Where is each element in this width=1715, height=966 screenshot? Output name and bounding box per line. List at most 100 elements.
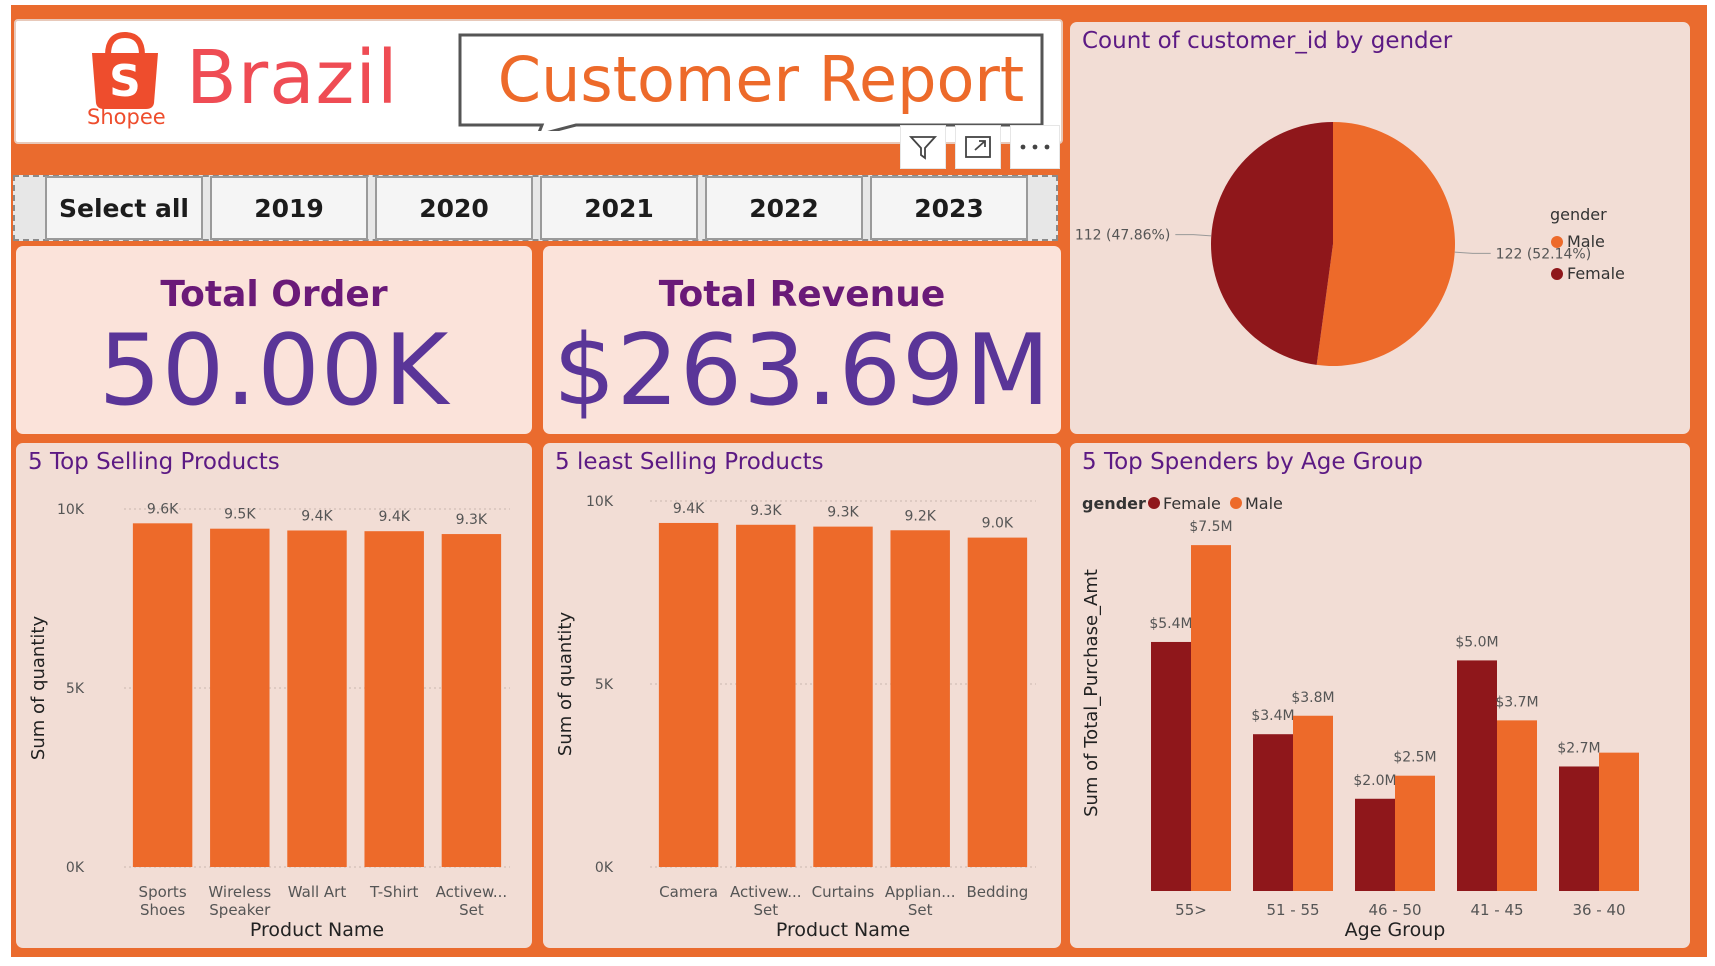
bar xyxy=(967,537,1028,867)
more-options-button[interactable] xyxy=(1010,125,1060,169)
legend-label-male: Male xyxy=(1567,232,1605,251)
x-tick-label: Camera xyxy=(659,883,718,901)
x-tick-label: 51 - 55 xyxy=(1266,901,1319,919)
bar-female xyxy=(1457,660,1497,891)
pie-slice-male xyxy=(1316,122,1456,366)
least-selling-title: 5 least Selling Products xyxy=(555,449,824,475)
bar xyxy=(658,522,719,867)
legend-dot-female xyxy=(1148,497,1160,509)
bar-female xyxy=(1559,766,1599,891)
total-order-value: 50.00K xyxy=(98,314,450,428)
x-tick-label: Set xyxy=(753,901,778,919)
slicer-option-2020[interactable]: 2020 xyxy=(375,176,533,240)
bar-data-label: 9.2K xyxy=(904,508,936,524)
slicer-option-select-all[interactable]: Select all xyxy=(45,176,203,240)
y-tick-label: 5K xyxy=(66,681,85,697)
top-selling-title: 5 Top Selling Products xyxy=(28,449,280,475)
x-tick-label: Speaker xyxy=(209,901,271,919)
legend-label-female: Female xyxy=(1163,494,1221,513)
legend-title: gender xyxy=(1082,494,1146,513)
svg-text:S: S xyxy=(109,56,141,107)
country-title: Brazil xyxy=(186,35,399,121)
legend-dot-male xyxy=(1551,236,1563,248)
pie-chart-title: Count of customer_id by gender xyxy=(1082,28,1453,54)
filter-icon xyxy=(908,136,938,160)
x-axis-title: Product Name xyxy=(776,919,910,941)
x-tick-label: Wireless xyxy=(208,883,271,901)
filter-button[interactable] xyxy=(900,125,946,169)
bar-data-label: 9.4K xyxy=(673,501,705,517)
bar-male xyxy=(1395,775,1435,891)
bar-data-label: 9.4K xyxy=(378,509,410,525)
least-selling-panel: 5 least Selling Products 0K 5K 10K 9.4K Came… xyxy=(543,443,1061,948)
bar-data-label: $5.0M xyxy=(1455,634,1498,650)
pie-legend-title: gender xyxy=(1550,205,1607,224)
legend-label-male: Male xyxy=(1245,494,1283,513)
slicer-option-2023[interactable]: 2023 xyxy=(870,176,1028,240)
total-order-label: Total Order xyxy=(160,274,388,315)
y-axis-title: Sum of quantity xyxy=(28,616,49,761)
x-tick-label: Curtains xyxy=(812,883,875,901)
bar-data-label: 9.3K xyxy=(456,512,488,528)
more-options-icon xyxy=(1020,144,1050,150)
x-tick-label: Shoes xyxy=(140,901,185,919)
shopee-bag-icon: S xyxy=(92,31,158,109)
x-tick-label: 46 - 50 xyxy=(1368,901,1421,919)
bar-data-label: 9.3K xyxy=(750,503,782,519)
x-tick-label: Activew... xyxy=(436,883,508,901)
title-callout-shape xyxy=(458,33,1044,131)
bar xyxy=(364,531,424,867)
bar-data-label: $2.0M xyxy=(1353,773,1396,789)
bar xyxy=(890,530,950,867)
bar-female xyxy=(1355,798,1395,891)
legend-dot-male xyxy=(1230,497,1242,509)
bar-data-label: $3.8M xyxy=(1291,690,1334,706)
bar xyxy=(132,523,193,867)
bar-data-label: 9.6K xyxy=(147,501,179,517)
age-group-title: 5 Top Spenders by Age Group xyxy=(1082,449,1423,475)
bar xyxy=(736,524,796,867)
bar-male xyxy=(1497,720,1537,891)
bar-data-label: 9.4K xyxy=(301,508,333,524)
pie-label-leader xyxy=(1454,251,1491,254)
x-tick-label: Wall Art xyxy=(288,883,347,901)
total-revenue-card: Total Revenue $263.69M xyxy=(543,246,1061,434)
bar-male xyxy=(1191,545,1231,891)
total-order-card: Total Order 50.00K xyxy=(16,246,532,434)
y-tick-label: 10K xyxy=(586,494,614,510)
y-tick-label: 5K xyxy=(595,677,614,693)
x-tick-label: Sports xyxy=(139,883,187,901)
bar-data-label: $3.7M xyxy=(1495,694,1538,710)
report-header: S Shopee Brazil Customer Report xyxy=(14,19,1063,144)
y-tick-label: 10K xyxy=(57,502,85,518)
bar xyxy=(441,534,502,867)
y-tick-label: 0K xyxy=(595,860,614,876)
pie-data-label: 122 (52.14%) xyxy=(1496,246,1591,262)
total-revenue-value: $263.69M xyxy=(553,314,1051,428)
slicer-option-2022[interactable]: 2022 xyxy=(705,176,863,240)
bar-data-label: $3.4M xyxy=(1251,708,1294,724)
top-selling-panel: 5 Top Selling Products 0K 5K 10K 9.6K Sports… xyxy=(16,443,532,948)
x-axis-title: Age Group xyxy=(1345,919,1446,941)
x-tick-label: Bedding xyxy=(967,883,1029,901)
bar-female xyxy=(1151,641,1191,891)
x-tick-label: Set xyxy=(459,901,484,919)
bar-data-label: $7.5M xyxy=(1189,519,1232,535)
x-tick-label: T-Shirt xyxy=(369,883,419,901)
x-tick-label: 36 - 40 xyxy=(1572,901,1625,919)
bar-data-label: 9.3K xyxy=(827,505,859,521)
x-tick-label: 55> xyxy=(1175,901,1207,919)
slicer-option-2019[interactable]: 2019 xyxy=(210,176,368,240)
slicer-option-2021[interactable]: 2021 xyxy=(540,176,698,240)
bar-data-label: $5.4M xyxy=(1149,616,1192,632)
shopee-logo-text: Shopee xyxy=(87,105,166,129)
focus-mode-icon xyxy=(965,136,991,158)
gender-pie-panel: Count of customer_id by gender 122 (52.1… xyxy=(1070,22,1690,434)
x-tick-label: Set xyxy=(908,901,933,919)
x-tick-label: Applian... xyxy=(885,883,956,901)
bar-data-label: $2.7M xyxy=(1557,740,1600,756)
focus-mode-button[interactable] xyxy=(955,125,1001,169)
x-tick-label: 41 - 45 xyxy=(1470,901,1523,919)
